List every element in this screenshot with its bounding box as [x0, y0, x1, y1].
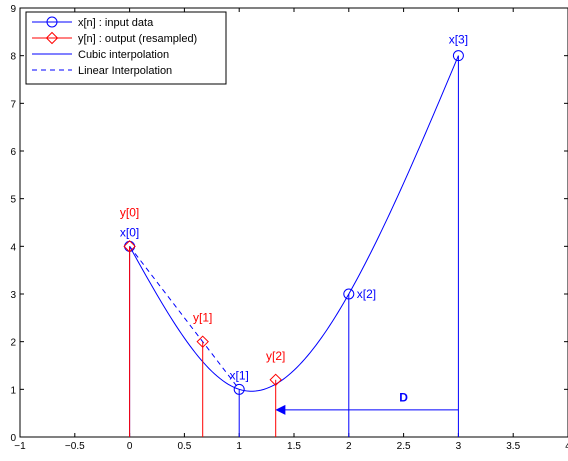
- x-tick-label: 3: [456, 441, 462, 452]
- x-tick-label: 1: [236, 441, 242, 452]
- axis-ticks: −1 −0.5 0 0.5 1 1.5 2 2.5 3 3.5 4 0 1 2 3 4 5 6 7 8 9: [10, 4, 568, 452]
- input-point-label: x[1]: [230, 368, 249, 382]
- output-point-label: y[0]: [120, 205, 139, 219]
- y-tick-label: 2: [10, 338, 16, 349]
- x-tick-label: 2: [346, 441, 352, 452]
- y-tick-label: 5: [10, 195, 16, 206]
- output-marker: [123, 240, 136, 253]
- legend-marker: [45, 31, 59, 45]
- x-tick-label: 0.5: [177, 441, 191, 452]
- legend-marker: [46, 16, 58, 28]
- x-tick-label: 2.5: [397, 441, 411, 452]
- arrow-head: [275, 404, 286, 415]
- input-point-label: x[2]: [357, 287, 376, 301]
- x-tick-label: −0.5: [65, 441, 85, 452]
- x-tick-label: −1: [14, 441, 26, 452]
- y-tick-label: 8: [10, 52, 16, 63]
- output-point-label: y[2]: [266, 349, 285, 363]
- y-tick-label: 9: [10, 4, 16, 15]
- y-tick-label: 6: [10, 147, 16, 158]
- input-point-label: x[3]: [449, 33, 468, 47]
- distance-label: D: [399, 390, 408, 404]
- x-tick-label: 0: [127, 441, 133, 452]
- linear-interpolation-line: [129, 246, 240, 390]
- legend-entry: x[n] : input data: [78, 17, 154, 29]
- output-marker: [196, 335, 209, 348]
- input-marker: [343, 288, 355, 300]
- point-labels: x[0] x[1] x[2] x[3] y[0] y[1] y[2] D: [120, 33, 468, 405]
- input-marker: [452, 50, 464, 62]
- cubic-interpolation-line: [129, 55, 459, 392]
- y-tick-label: 3: [10, 290, 16, 301]
- x-tick-label: 1.5: [287, 441, 301, 452]
- curves: [129, 55, 459, 392]
- y-tick-label: 4: [10, 242, 16, 253]
- input-marker: [233, 383, 245, 395]
- legend-entry: Linear Interpolation: [78, 65, 172, 77]
- stems: [123, 50, 464, 437]
- legend-box: [25, 11, 227, 85]
- y-tick-label: 0: [10, 433, 16, 444]
- output-point-label: y[1]: [193, 311, 212, 325]
- x-tick-label: 4: [565, 441, 568, 452]
- output-marker: [269, 373, 282, 387]
- y-tick-label: 7: [10, 99, 16, 110]
- legend-entry: y[n] : output (resampled): [78, 33, 197, 45]
- legend: x[n] : input data y[n] : output (resample…: [25, 11, 227, 85]
- y-tick-label: 1: [10, 385, 16, 396]
- legend-entry: Cubic interpolation: [78, 49, 169, 61]
- input-point-label: x[0]: [120, 225, 139, 239]
- x-tick-label: 3.5: [506, 441, 520, 452]
